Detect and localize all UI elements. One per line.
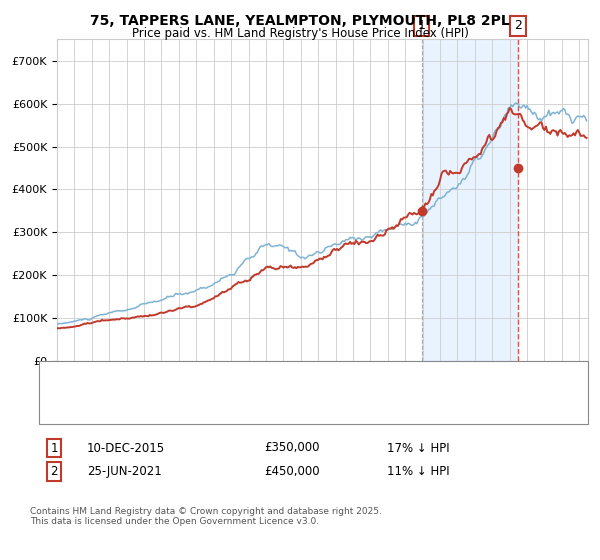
Text: Contains HM Land Registry data © Crown copyright and database right 2025.
This d: Contains HM Land Registry data © Crown c… <box>30 507 382 526</box>
Text: 2: 2 <box>514 20 522 32</box>
Bar <box>422 39 518 361</box>
Text: £350,000: £350,000 <box>264 441 320 455</box>
Text: 2: 2 <box>50 465 58 478</box>
Text: Price paid vs. HM Land Registry's House Price Index (HPI): Price paid vs. HM Land Registry's House … <box>131 27 469 40</box>
Text: 17% ↓ HPI: 17% ↓ HPI <box>387 441 449 455</box>
Text: —————: ————— <box>69 398 107 410</box>
Text: 10-DEC-2015: 10-DEC-2015 <box>87 441 165 455</box>
Text: 1: 1 <box>418 20 425 32</box>
Text: 75, TAPPERS LANE, YEALMPTON, PLYMOUTH, PL8 2PL (detached house): 75, TAPPERS LANE, YEALMPTON, PLYMOUTH, P… <box>99 376 469 386</box>
Text: £450,000: £450,000 <box>264 465 320 478</box>
Text: HPI: Average price, detached house, South Hams: HPI: Average price, detached house, Sout… <box>99 399 355 409</box>
Text: 25-JUN-2021: 25-JUN-2021 <box>87 465 162 478</box>
Text: 11% ↓ HPI: 11% ↓ HPI <box>387 465 449 478</box>
Text: 1: 1 <box>50 441 58 455</box>
Text: 75, TAPPERS LANE, YEALMPTON, PLYMOUTH, PL8 2PL: 75, TAPPERS LANE, YEALMPTON, PLYMOUTH, P… <box>90 14 510 28</box>
Text: —————: ————— <box>69 375 107 388</box>
